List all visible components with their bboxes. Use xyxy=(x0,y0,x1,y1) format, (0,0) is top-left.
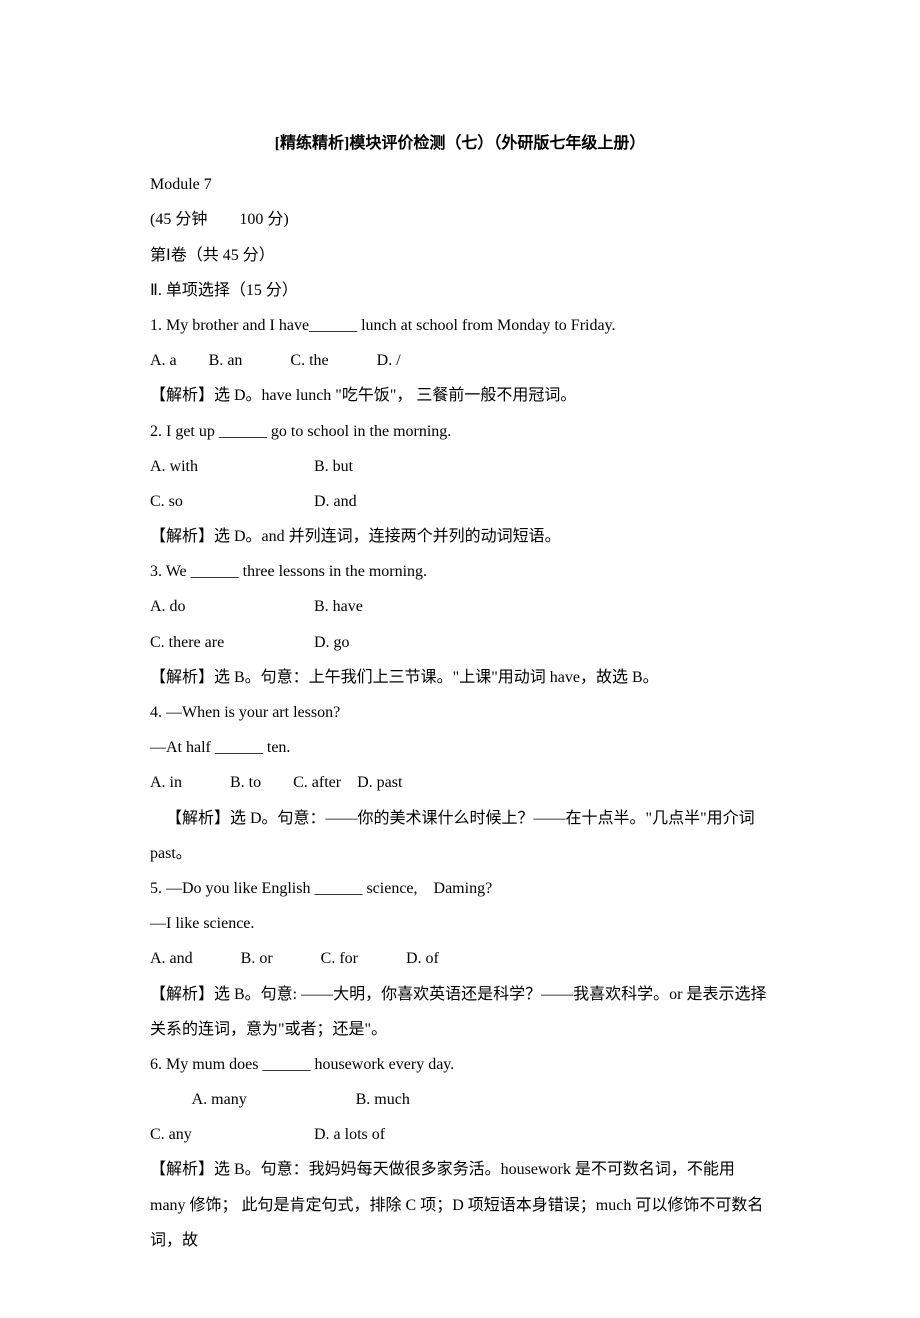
worksheet-title: [精练精析]模块评价检测（七）（外研版七年级上册） xyxy=(150,126,770,161)
q4-options: A. in B. to C. after D. past xyxy=(150,765,770,800)
q3-opt-d: D. go xyxy=(314,625,474,660)
time-line: (45 分钟 100 分) xyxy=(150,202,770,237)
section-line: Ⅱ. 单项选择（15 分） xyxy=(150,273,770,308)
q2-opt-b: B. but xyxy=(314,449,474,484)
q5-stem2: —I like science. xyxy=(150,906,770,941)
q5-explain: 【解析】选 B。句意: ——大明，你喜欢英语还是科学？——我喜欢科学。or 是表… xyxy=(150,977,770,1047)
q6-opt-d: D. a lots of xyxy=(314,1117,474,1152)
q2-stem: 2. I get up ______ go to school in the m… xyxy=(150,414,770,449)
module-line: Module 7 xyxy=(150,167,770,202)
q2-opt-a: A. with xyxy=(150,449,310,484)
q6-explain: 【解析】选 B。句意：我妈妈每天做很多家务活。housework 是不可数名词，… xyxy=(150,1152,770,1258)
paper-line: 第Ⅰ卷（共 45 分） xyxy=(150,238,770,273)
q5-options: A. and B. or C. for D. of xyxy=(150,941,770,976)
q5-stem: 5. —Do you like English ______ science, … xyxy=(150,871,770,906)
q2-options-row1: A. with B. but xyxy=(150,449,770,484)
q3-opt-b: B. have xyxy=(314,589,474,624)
q3-options-row1: A. do B. have xyxy=(150,589,770,624)
q6-options-row2: C. any D. a lots of xyxy=(150,1117,770,1152)
q6-opt-c: C. any xyxy=(150,1117,310,1152)
q3-opt-c: C. there are xyxy=(150,625,310,660)
q4-stem: 4. —When is your art lesson? xyxy=(150,695,770,730)
q6-options-row1: A. many B. much xyxy=(150,1082,770,1117)
q2-opt-c: C. so xyxy=(150,484,310,519)
q2-options-row2: C. so D. and xyxy=(150,484,770,519)
q1-stem: 1. My brother and I have______ lunch at … xyxy=(150,308,770,343)
q3-stem: 3. We ______ three lessons in the mornin… xyxy=(150,554,770,589)
q2-explain: 【解析】选 D。and 并列连词，连接两个并列的动词短语。 xyxy=(150,519,770,554)
q2-opt-d: D. and xyxy=(314,484,474,519)
q6-opt-a: A. many xyxy=(171,1082,331,1117)
page-content: [精练精析]模块评价检测（七）（外研版七年级上册） Module 7 (45 分… xyxy=(0,0,920,1318)
q6-stem: 6. My mum does ______ housework every da… xyxy=(150,1047,770,1082)
q1-options: A. a B. an C. the D. / xyxy=(150,343,770,378)
q4-stem2: —At half ______ ten. xyxy=(150,730,770,765)
q3-opt-a: A. do xyxy=(150,589,310,624)
q3-options-row2: C. there are D. go xyxy=(150,625,770,660)
q4-explain: 【解析】选 D。句意：——你的美术课什么时候上？——在十点半。"几点半"用介词 … xyxy=(150,801,770,871)
q1-explain: 【解析】选 D。have lunch "吃午饭"， 三餐前一般不用冠词。 xyxy=(150,378,770,413)
q6-opt-b: B. much xyxy=(335,1082,495,1117)
q3-explain: 【解析】选 B。句意：上午我们上三节课。"上课"用动词 have，故选 B。 xyxy=(150,660,770,695)
